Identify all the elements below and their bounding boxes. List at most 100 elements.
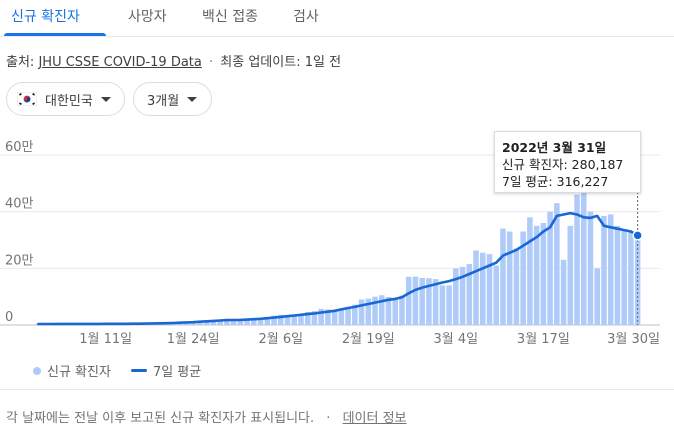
x-tick-label: 1월 11일 [79,332,132,347]
y-tick-label: 40만 [5,197,34,212]
tab-tests[interactable]: 검사 [293,9,319,25]
case-bar [614,225,621,325]
case-bar [473,250,479,325]
case-bar [486,254,493,325]
case-bar [251,319,257,325]
y-axis-labels: 0 20만 40만 60만 [5,140,34,325]
x-tick-label: 3월 17일 [517,332,570,347]
case-bar [453,268,459,325]
case-bar [183,322,190,325]
tabs-divider [0,36,674,37]
chart-tooltip: 2022년 3월 31일 신규 확진자: 280,187 7일 평균: 316,… [494,131,641,193]
tooltip-average: 7일 평균: 316,227 [502,174,609,189]
y-tick-label: 0 [5,310,13,325]
cases-chart[interactable]: 0 20만 40만 60만 1월 11일 1월 24일 2월 6일 2월 19일 3월 4일 3… [0,120,674,360]
case-bar [278,314,284,325]
x-axis-labels: 1월 11일 1월 24일 2월 6일 2월 19일 3월 4일 3월 17일 3월 30일 [79,332,660,347]
case-bar [594,268,600,325]
case-bar [607,214,614,325]
case-bar [540,223,547,325]
x-tick-label: 2월 19일 [342,332,395,347]
period-label: 3개월 [147,93,180,109]
case-bar [628,231,634,325]
case-bar [547,211,553,325]
tab-new-cases[interactable]: 신규 확진자 [11,9,80,25]
case-bar [459,266,466,325]
chevron-down-icon [100,96,111,102]
chevron-down-icon [187,96,198,102]
case-bar [190,322,196,325]
legend-bars-swatch [33,366,41,375]
case-bar [513,248,520,325]
case-bar [520,231,526,325]
tab-vaccinations[interactable]: 백신 접종 [202,9,258,25]
case-bar [466,264,473,325]
case-bar [257,318,264,325]
case-bar [352,304,358,325]
tab-bar: 신규 확진자 사망자 백신 접종 검사 [0,0,674,38]
case-bar [244,320,250,325]
case-bar [567,225,574,325]
case-bar [392,298,398,325]
case-bar [500,228,506,325]
case-bar [311,311,318,325]
case-bar [291,314,297,325]
case-bar [439,285,446,325]
case-bar [446,285,452,325]
y-tick-label: 20만 [5,253,34,268]
case-bar [210,320,217,325]
case-bar [634,232,641,325]
last-updated: 최종 업데이트: 1일 전 [220,55,342,70]
case-bar [412,276,419,325]
case-bar [372,296,378,325]
case-bar [197,321,203,325]
case-bar [338,308,345,325]
case-bar [224,319,230,325]
case-bar [345,308,351,325]
case-bar [621,230,627,325]
chart-legend: 신규 확진자 7일 평균 [33,361,201,380]
case-bar [318,308,324,325]
case-bar [298,314,304,325]
data-info-link[interactable]: 데이터 정보 [342,411,407,426]
case-bar [527,217,533,325]
source-line: 출처: JHU CSSE COVID-19 Data · 최종 업데이트: 1일… [6,51,341,70]
case-bar [264,317,271,325]
kr-flag-icon [17,92,37,106]
case-bar [331,309,338,325]
case-bar [587,211,594,325]
footnote-separator: · [326,411,331,426]
case-bar [284,315,291,325]
legend-line-swatch [130,369,147,372]
case-bar [399,295,405,325]
case-bar [480,252,486,325]
case-bar [365,298,372,325]
source-link[interactable]: JHU CSSE COVID-19 Data [38,55,202,70]
case-bar [237,320,244,325]
region-label: 대한민국 [45,93,93,109]
case-bar [554,203,560,325]
tab-deaths[interactable]: 사망자 [128,9,167,25]
case-bar [419,277,425,325]
x-tick-label: 3월 30일 [607,332,660,347]
case-bar [493,265,499,325]
y-tick-label: 60만 [5,140,34,155]
x-tick-label: 1월 24일 [167,332,220,347]
case-bar [426,278,432,325]
region-dropdown[interactable]: 대한민국 [6,82,125,116]
case-bar [230,320,237,325]
case-bar [385,296,392,325]
tooltip-cases: 신규 확진자: 280,187 [502,157,624,172]
active-tab-indicator [4,33,106,36]
footnote: 각 날짜에는 전날 이후 보고된 신규 확진자가 표시됩니다. · 데이터 정보 [6,407,407,426]
x-tick-label: 2월 6일 [258,332,303,347]
hover-point [632,230,643,241]
case-bar [217,320,223,325]
case-bar [203,320,210,325]
period-dropdown[interactable]: 3개월 [133,82,212,116]
footer-divider [0,389,674,390]
case-bar [271,315,277,325]
case-bar [405,276,412,325]
source-separator: · [209,55,214,70]
case-bar [533,225,540,325]
